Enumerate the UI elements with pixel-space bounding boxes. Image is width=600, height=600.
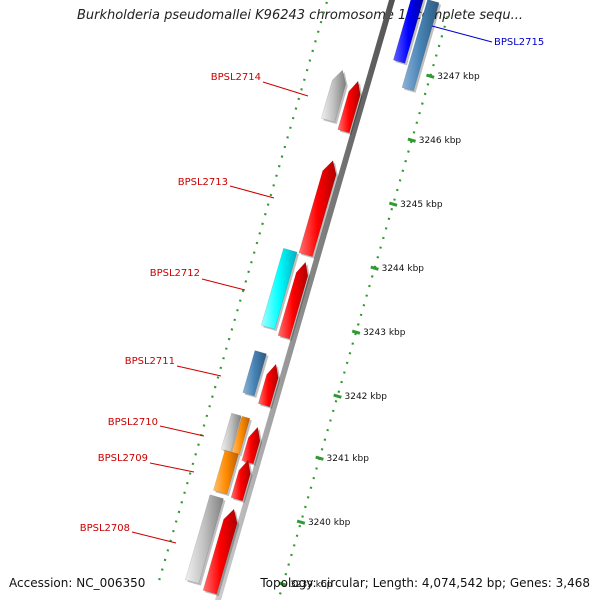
ruler-tick	[407, 137, 417, 143]
ruler-tick-label: 3243 kbp	[363, 328, 406, 338]
gene-bpsl2709-orange	[213, 449, 239, 495]
gene-bpsl2715-b	[401, 0, 440, 92]
ruler-tick	[296, 519, 306, 525]
ruler-tick-label: 3242 kbp	[345, 392, 388, 402]
gene-bpsl2710-gray	[220, 412, 242, 453]
ruler-tick	[315, 455, 324, 461]
topology-summary: Topology: circular; Length: 4,074,542 bp…	[260, 576, 590, 590]
gene-bpsl2712-cyan	[260, 247, 298, 330]
gene-label-bpsl2710: BPSL2710	[108, 417, 158, 428]
gene-label-bpsl2713: BPSL2713	[178, 177, 228, 188]
gene-label-bpsl2715: BPSL2715	[494, 37, 544, 48]
ruler-tick-label: 3239 kbp	[290, 580, 333, 590]
gene-label-leader	[149, 462, 195, 473]
gene-label-bpsl2714: BPSL2714	[211, 72, 261, 83]
ruler-tick	[388, 201, 398, 207]
gene-label-leader	[431, 25, 493, 43]
gene-label-bpsl2708: BPSL2708	[80, 523, 130, 534]
gene-bpsl2710-orange	[231, 415, 251, 455]
gene-bpsl2710	[241, 426, 261, 465]
ruler-tick-label: 3245 kbp	[400, 200, 443, 210]
ruler-tick	[351, 329, 361, 335]
gene-bpsl2709	[230, 459, 251, 502]
gene-bpsl2712	[277, 261, 309, 340]
ruler-tick-label: 3244 kbp	[382, 264, 425, 274]
feature-guide-line	[157, 0, 329, 584]
gene-bpsl2715-a	[392, 0, 424, 64]
ruler-tick-label: 3241 kbp	[327, 454, 370, 464]
gene-bpsl2708	[202, 508, 238, 595]
gene-label-leader	[131, 531, 177, 544]
gene-bpsl2713	[298, 160, 337, 257]
gene-label-bpsl2712: BPSL2712	[150, 268, 200, 279]
ruler-tick	[370, 265, 379, 271]
gene-label-leader	[262, 81, 309, 97]
gene-label-leader	[229, 185, 275, 199]
gene-bpsl2714-gray	[320, 69, 347, 123]
ruler-tick-label: 3246 kbp	[419, 136, 462, 146]
ruler-tick	[333, 393, 342, 399]
ruler-tick-label: 3240 kbp	[308, 518, 351, 528]
gene-bpsl2711	[257, 363, 279, 408]
ruler-tick	[278, 581, 288, 587]
gene-label-bpsl2709: BPSL2709	[98, 453, 148, 464]
ruler-tick-label: 3247 kbp	[437, 72, 480, 82]
gene-label-leader	[176, 365, 222, 377]
gene-label-bpsl2711: BPSL2711	[125, 356, 175, 367]
gene-label-leader	[159, 425, 205, 437]
backbone-line	[215, 0, 396, 600]
gene-bpsl2714	[337, 80, 361, 134]
gene-bpsl2711-steel	[242, 350, 267, 397]
accession-text: Accession: NC_006350	[9, 576, 146, 590]
gene-bpsl2708-gray	[184, 494, 224, 584]
ruler-guide-line	[277, 15, 449, 600]
ruler-tick	[426, 73, 435, 79]
gene-label-leader	[201, 278, 246, 291]
